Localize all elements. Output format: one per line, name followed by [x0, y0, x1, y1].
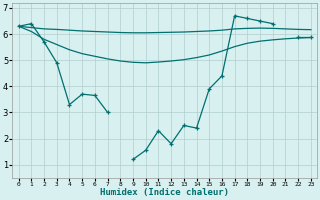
X-axis label: Humidex (Indice chaleur): Humidex (Indice chaleur) [100, 188, 229, 197]
